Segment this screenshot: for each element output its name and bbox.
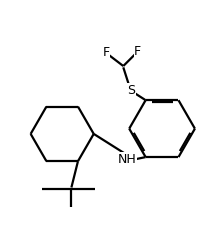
Text: F: F — [134, 45, 141, 58]
Text: NH: NH — [118, 153, 137, 166]
Text: S: S — [127, 85, 135, 97]
Text: F: F — [103, 46, 110, 59]
